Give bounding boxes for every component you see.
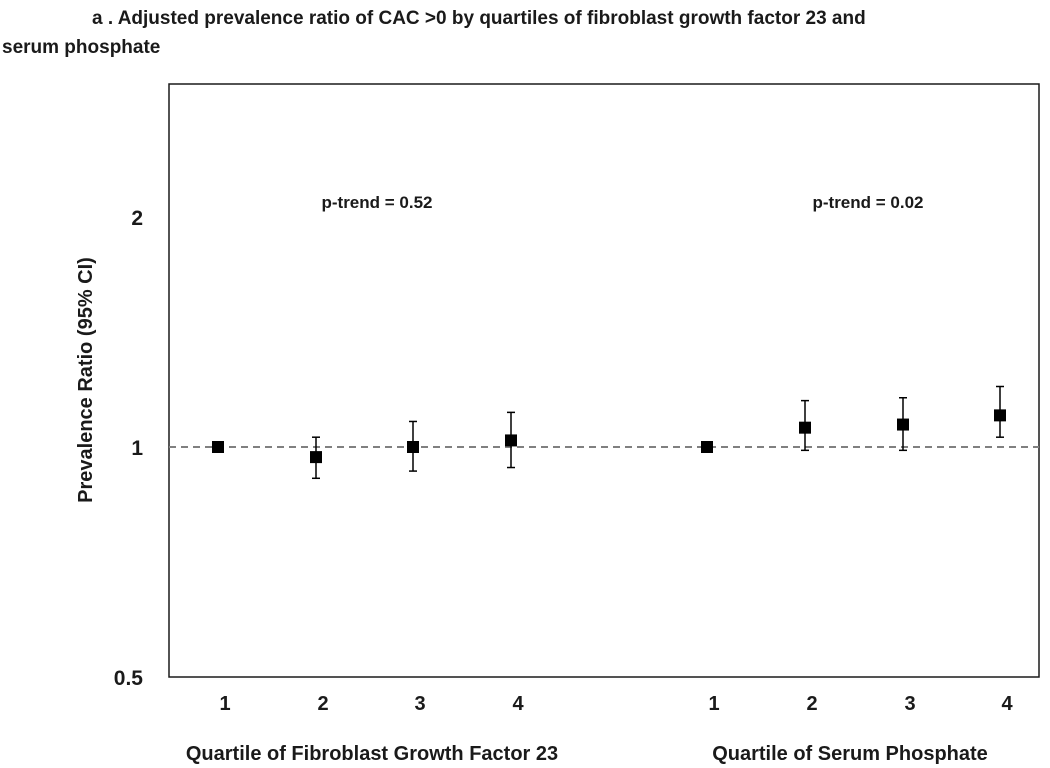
x-tick-label: 2 bbox=[806, 693, 817, 715]
x-tick-label: 2 bbox=[317, 693, 328, 715]
data-point bbox=[310, 451, 322, 464]
chart-title-line-1: a . Adjusted prevalence ratio of CAC >0 … bbox=[92, 8, 866, 29]
x-tick-label: 1 bbox=[708, 693, 719, 715]
data-point bbox=[505, 434, 517, 447]
data-point bbox=[799, 421, 811, 434]
y-tick-label: 0.5 bbox=[114, 667, 144, 690]
x-tick-label: 1 bbox=[219, 693, 230, 715]
y-tick-label: 2 bbox=[131, 207, 143, 230]
plot-area-border bbox=[168, 83, 1040, 678]
y-axis-label: Prevalence Ratio (95% CI) bbox=[75, 257, 97, 503]
chart-title-line-2: serum phosphate bbox=[2, 37, 161, 58]
x-tick-label: 4 bbox=[1001, 693, 1013, 715]
data-point bbox=[212, 441, 224, 453]
data-point bbox=[897, 418, 909, 431]
x-tick-label: 4 bbox=[512, 693, 524, 715]
y-tick-label: 1 bbox=[131, 437, 143, 460]
x-group-label: Quartile of Fibroblast Growth Factor 23 bbox=[186, 743, 558, 765]
data-point bbox=[407, 441, 419, 453]
x-tick-label: 3 bbox=[904, 693, 915, 715]
x-group-label: Quartile of Serum Phosphate bbox=[712, 743, 988, 765]
data-point bbox=[701, 441, 713, 453]
data-point bbox=[994, 409, 1006, 422]
p-trend-annotation: p-trend = 0.02 bbox=[812, 193, 923, 212]
x-tick-label: 3 bbox=[414, 693, 425, 715]
p-trend-annotation: p-trend = 0.52 bbox=[321, 193, 432, 212]
